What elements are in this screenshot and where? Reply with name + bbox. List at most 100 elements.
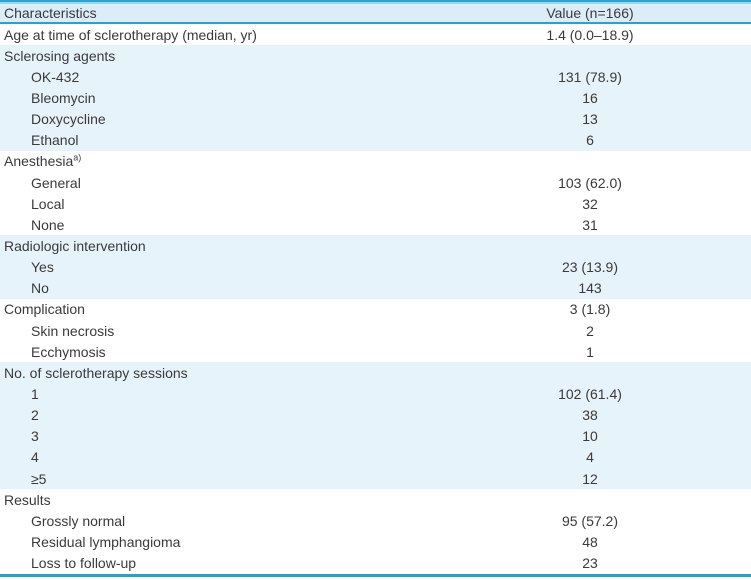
row-value: 23 bbox=[582, 555, 598, 572]
row-label-text: Ecchymosis bbox=[31, 343, 106, 360]
row-label-text: Sclerosing agents bbox=[4, 47, 116, 64]
row-value: 10 bbox=[582, 428, 598, 445]
row-label-text: General bbox=[31, 174, 81, 191]
row-label-text: Yes bbox=[31, 259, 54, 276]
row-label-text: Grossly normal bbox=[31, 512, 126, 529]
row-label-text: 4 bbox=[31, 449, 39, 466]
row-label: Results bbox=[0, 492, 477, 508]
row-value: 12 bbox=[582, 470, 598, 487]
row-value: 131 (78.9) bbox=[558, 68, 622, 85]
row-value: 38 bbox=[582, 407, 598, 424]
row-value: 32 bbox=[582, 195, 598, 212]
row-value: 23 (13.9) bbox=[561, 259, 619, 276]
row-label: 4 bbox=[0, 449, 477, 465]
row-value: 4 bbox=[586, 449, 594, 466]
table-row: Ethanol 6 bbox=[0, 129, 751, 151]
row-label: Radiologic intervention bbox=[0, 238, 477, 254]
row-label: Ethanol bbox=[0, 132, 477, 148]
column-header-value: Value (n=166) bbox=[546, 5, 634, 21]
row-label-text: 2 bbox=[31, 407, 39, 424]
row-label: Doxycycline bbox=[0, 111, 477, 127]
table-top-border bbox=[0, 0, 751, 4]
table-row: Bleomycin 16 bbox=[0, 87, 751, 109]
row-label-text: 1 bbox=[31, 385, 39, 402]
table-row: 3 10 bbox=[0, 425, 751, 447]
row-label: No bbox=[0, 280, 477, 296]
row-value: 103 (62.0) bbox=[558, 174, 622, 191]
row-label: No. of sclerotherapy sessions bbox=[0, 365, 477, 381]
table-row: 1 102 (61.4) bbox=[0, 383, 751, 405]
row-label: None bbox=[0, 217, 477, 233]
row-value: 102 (61.4) bbox=[558, 385, 622, 402]
header-separator-line bbox=[0, 22, 751, 24]
row-label: Yes bbox=[0, 259, 477, 275]
table-row: Skin necrosis 2 bbox=[0, 319, 751, 342]
row-label: Loss to follow-up bbox=[0, 555, 477, 571]
row-label-text: Skin necrosis bbox=[31, 322, 115, 339]
table-row: Local 32 bbox=[0, 193, 751, 215]
row-label-text: Ethanol bbox=[31, 132, 79, 149]
row-label: 2 bbox=[0, 407, 477, 423]
row-label-text: OK-432 bbox=[31, 68, 80, 85]
row-label-text: Loss to follow-up bbox=[31, 555, 137, 572]
row-value: 95 (57.2) bbox=[561, 512, 619, 529]
table-row: 2 38 bbox=[0, 404, 751, 426]
row-label-text: No. of sclerotherapy sessions bbox=[4, 364, 188, 381]
row-label-text: Results bbox=[4, 491, 51, 508]
row-value: 6 bbox=[586, 132, 594, 149]
row-label: 1 bbox=[0, 386, 477, 402]
table-row: Doxycycline 13 bbox=[0, 108, 751, 130]
table-row: Loss to follow-up 23 bbox=[0, 552, 751, 574]
row-label-text: ≥5 bbox=[31, 470, 47, 487]
table-row: ≥5 12 bbox=[0, 467, 751, 490]
table-row: No. of sclerotherapy sessions bbox=[0, 362, 751, 384]
row-value: 16 bbox=[582, 89, 598, 106]
table-row: General 103 (62.0) bbox=[0, 171, 751, 194]
row-value: 3 (1.8) bbox=[569, 301, 611, 318]
row-label-text: Anesthesia bbox=[4, 153, 74, 170]
row-label-text: None bbox=[31, 216, 65, 233]
row-label: Grossly normal bbox=[0, 513, 477, 529]
row-footnote-marker: a) bbox=[73, 153, 82, 163]
row-label-text: Radiologic intervention bbox=[4, 237, 146, 254]
row-label: Complication bbox=[0, 301, 477, 317]
row-label: ≥5 bbox=[0, 471, 477, 487]
column-header-characteristics: Characteristics bbox=[4, 5, 97, 21]
table-row: Results bbox=[0, 489, 751, 511]
row-label: Bleomycin bbox=[0, 90, 477, 106]
table-row: None 31 bbox=[0, 214, 751, 236]
table-row: Sclerosing agents bbox=[0, 45, 751, 67]
table-row: Ecchymosis 1 bbox=[0, 341, 751, 363]
row-label-text: Doxycycline bbox=[31, 111, 106, 128]
row-value: 31 bbox=[582, 216, 598, 233]
row-label: 3 bbox=[0, 428, 477, 444]
row-value: 13 bbox=[582, 111, 598, 128]
table-bottom-border bbox=[0, 573, 751, 577]
row-label: Ecchymosis bbox=[0, 344, 477, 360]
row-label-text: No bbox=[31, 280, 49, 297]
row-label-text: Local bbox=[31, 195, 65, 212]
table-row: Radiologic intervention bbox=[0, 235, 751, 257]
row-label: Residual lymphangioma bbox=[0, 534, 477, 550]
row-value: 1.4 (0.0–18.9) bbox=[546, 26, 634, 43]
row-label: General bbox=[0, 175, 477, 191]
row-value: 48 bbox=[582, 533, 598, 550]
row-value: 143 bbox=[578, 280, 602, 297]
table-row: Age at time of sclerotherapy (median, yr… bbox=[0, 24, 751, 46]
table-row: Residual lymphangioma 48 bbox=[0, 531, 751, 553]
table-row: No 143 bbox=[0, 277, 751, 299]
row-label-text: Age at time of sclerotherapy (median, yr… bbox=[4, 26, 257, 43]
row-label-text: Residual lymphangioma bbox=[31, 533, 181, 550]
row-label: Anesthesiaa) bbox=[0, 153, 477, 169]
table-row: Grossly normal 95 (57.2) bbox=[0, 510, 751, 532]
row-value: 2 bbox=[586, 322, 594, 339]
table-header-row: Characteristics Value (n=166) bbox=[0, 4, 751, 22]
table-row: 4 4 bbox=[0, 446, 751, 468]
table-row: OK-432 131 (78.9) bbox=[0, 66, 751, 88]
row-label: Sclerosing agents bbox=[0, 48, 477, 64]
row-label: Local bbox=[0, 196, 477, 212]
row-label: Skin necrosis bbox=[0, 323, 477, 339]
table-row: Complication 3 (1.8) bbox=[0, 298, 751, 320]
table-row: Anesthesiaa) bbox=[0, 150, 751, 172]
